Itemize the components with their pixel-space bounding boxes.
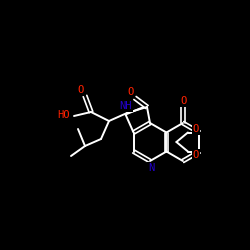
Text: O: O [193, 150, 199, 160]
Text: O: O [128, 87, 134, 97]
Text: O: O [77, 85, 83, 95]
Text: O: O [193, 124, 199, 134]
Text: NH: NH [120, 101, 132, 111]
Text: O: O [181, 96, 187, 106]
Text: N: N [148, 163, 154, 173]
Text: HO: HO [58, 110, 70, 120]
